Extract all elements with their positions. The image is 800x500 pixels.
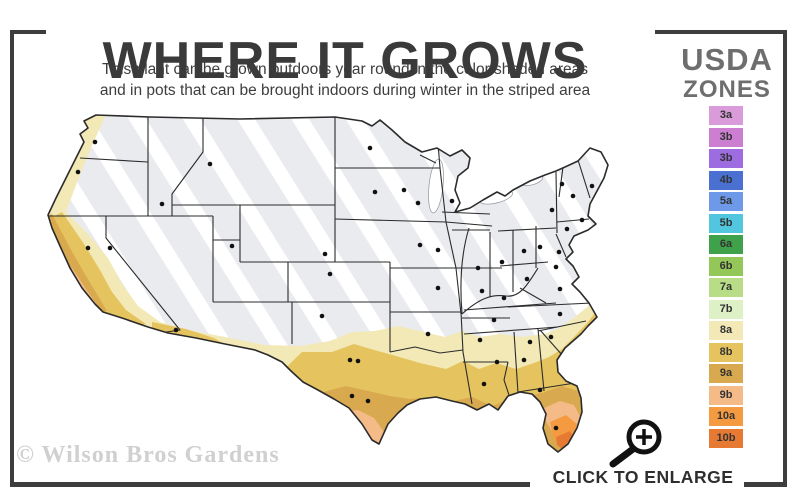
capital-dot	[499, 259, 505, 265]
zone-chip-7a: 7a	[709, 278, 743, 297]
capital-dot	[553, 264, 559, 270]
zone-chip-5b: 5b	[709, 213, 743, 233]
watermark: © Wilson Bros Gardens	[16, 442, 280, 468]
capital-dot	[556, 249, 562, 255]
capital-dot	[481, 381, 487, 387]
capital-dot	[537, 244, 543, 250]
zone-chip-3b: 3b	[709, 149, 743, 168]
capital-dot	[75, 169, 81, 175]
capital-dot	[401, 187, 407, 193]
zone-8b-region	[48, 212, 146, 330]
capital-dot	[537, 387, 543, 393]
frame-bottom-left	[10, 482, 530, 487]
capital-dot	[229, 243, 235, 249]
legend-title-usda: USDA	[681, 42, 773, 77]
usda-zones-legend: 3a 3b 3b 4b 5a 5b 6a 6b 7a 7b 8a 8b 9a 9b 10a 10b	[709, 106, 743, 450]
capital-dot	[557, 286, 563, 292]
capital-dot	[435, 285, 441, 291]
capital-dot	[494, 359, 500, 365]
us-country-outline	[47, 114, 609, 453]
zone-chip-7b: 7b	[709, 299, 743, 319]
capital-dot	[207, 161, 213, 167]
zone-chip-9a: 9a	[709, 364, 743, 383]
zone-chip-3b: 3b	[709, 127, 743, 147]
zone-chip-10b: 10b	[709, 428, 743, 448]
capital-dot	[435, 247, 441, 253]
capital-dot	[479, 288, 485, 294]
capital-dot	[521, 248, 527, 254]
frame-right	[783, 30, 787, 487]
capital-dot	[372, 189, 378, 195]
zone-chip-5a: 5a	[709, 192, 743, 211]
capital-dot	[564, 226, 570, 232]
capital-dot	[491, 317, 497, 323]
capital-dot	[107, 245, 113, 251]
frame-top-left	[10, 30, 46, 34]
capital-dot	[475, 265, 481, 271]
magnifier-plus-icon[interactable]	[600, 412, 675, 474]
zone-9a-region	[48, 214, 107, 313]
capital-dot	[548, 334, 554, 340]
capital-dot	[570, 193, 576, 199]
capital-dot	[527, 339, 533, 345]
frame-bottom-right	[744, 482, 787, 487]
zone-10a-region	[180, 339, 206, 350]
capital-dot	[173, 327, 179, 333]
subtitle-line-2: and in pots that can be brought indoors …	[99, 82, 591, 99]
capital-dot	[355, 358, 361, 364]
capital-dot	[521, 357, 527, 363]
frame-top-right	[655, 30, 787, 34]
capital-dot	[557, 311, 563, 317]
zone-chip-3a: 3a	[709, 106, 743, 125]
capital-dot	[549, 207, 555, 213]
capital-dot	[553, 425, 559, 431]
zone-chip-4b: 4b	[709, 170, 743, 190]
zone-chip-6b: 6b	[709, 256, 743, 276]
capital-dot	[327, 271, 333, 277]
capital-dot	[85, 245, 91, 251]
capital-dot	[417, 242, 423, 248]
capital-dot	[365, 398, 371, 404]
click-to-enlarge-button[interactable]: CLICK TO ENLARGE	[552, 467, 734, 487]
subtitle: This plant can be grown outdoors year ro…	[30, 59, 660, 101]
capital-dot	[524, 276, 530, 282]
capital-dot	[415, 200, 421, 206]
capital-dot	[589, 183, 595, 189]
legend-title-zones: ZONES	[683, 76, 771, 103]
zone-chip-6a: 6a	[709, 235, 743, 254]
capital-dot	[367, 145, 373, 151]
capital-dot	[322, 251, 328, 257]
subtitle-line-1: This plant can be grown outdoors year ro…	[102, 61, 588, 78]
page-title: WHERE IT GROWS	[102, 31, 588, 90]
zone-chip-8b: 8b	[709, 342, 743, 362]
zone-chip-10a: 10a	[709, 407, 743, 426]
capital-dot	[319, 313, 325, 319]
legend-title: USDA ZONES	[662, 44, 792, 102]
state-capital-dots	[75, 139, 595, 431]
capital-dot	[425, 331, 431, 337]
zone-chip-8a: 8a	[709, 321, 743, 340]
capital-dot	[559, 181, 565, 187]
capital-dot	[501, 295, 507, 301]
zone-chip-9b: 9b	[709, 385, 743, 405]
capital-dot	[579, 217, 585, 223]
capital-dot	[159, 201, 165, 207]
capital-dot	[349, 393, 355, 399]
capital-dot	[449, 198, 455, 204]
capital-dot	[477, 337, 483, 343]
capital-dot	[92, 139, 98, 145]
capital-dot	[347, 357, 353, 363]
frame-left	[10, 30, 14, 487]
state-borders	[48, 117, 593, 405]
